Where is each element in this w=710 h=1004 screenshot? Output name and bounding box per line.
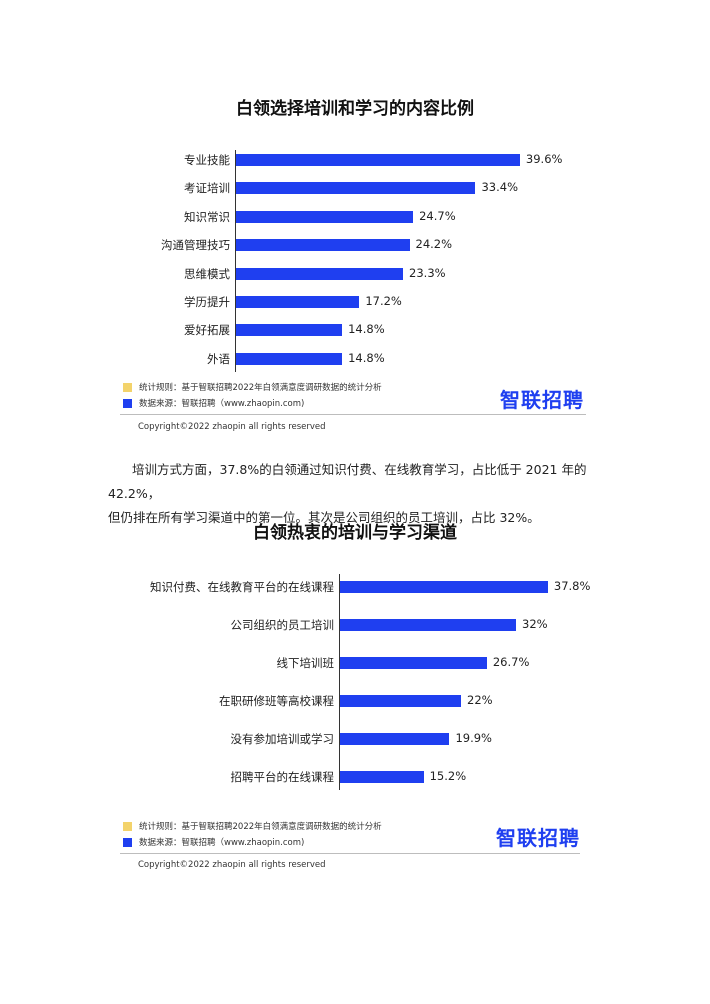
zhaopin-logo: 智联招聘 xyxy=(496,826,580,850)
bar xyxy=(236,352,343,365)
bar xyxy=(340,771,424,783)
bar-value-label: 39.6% xyxy=(525,152,563,166)
bar xyxy=(340,581,548,593)
legend-rule-swatch xyxy=(123,383,132,392)
chart2-footer-divider xyxy=(120,853,580,854)
bar-value-label: 14.8% xyxy=(348,322,385,337)
bar-category-label: 考证培训 xyxy=(184,181,230,196)
zhaopin-logo: 智联招聘 xyxy=(500,388,584,412)
bar-value-label: 22% xyxy=(467,693,493,707)
bar-value-label: 37.8% xyxy=(553,579,591,593)
bar xyxy=(236,210,414,223)
bar xyxy=(236,267,404,280)
bar-category-label: 知识付费、在线教育平台的在线课程 xyxy=(150,580,334,594)
bar-value-label: 26.7% xyxy=(492,655,530,669)
bar-category-label: 专业技能 xyxy=(184,153,230,167)
legend-source-swatch xyxy=(123,399,132,408)
bar xyxy=(340,733,450,745)
paragraph-line-2: 但仍排在所有学习渠道中的第一位。其次是公司组织的员工培训，占比 32%。 xyxy=(108,510,540,525)
bar xyxy=(340,657,487,669)
bar-category-label: 在职研修班等高校课程 xyxy=(219,694,334,708)
legend-rule-text: 统计规则：基于智联招聘2022年白领满意度调研数据的统计分析 xyxy=(139,822,382,832)
chart2-copyright: Copyright©2022 zhaopin all rights reserv… xyxy=(138,860,326,870)
bar-category-label: 没有参加培训或学习 xyxy=(230,732,335,746)
bar-category-label: 招聘平台的在线课程 xyxy=(230,770,335,784)
bar-value-label: 33.4% xyxy=(481,180,519,195)
chart1-footer-divider xyxy=(120,414,586,415)
bar-category-label: 爱好拓展 xyxy=(184,323,230,338)
chart2-axis xyxy=(339,574,340,790)
body-paragraph: 培训方式方面，37.8%的白领通过知识付费、在线教育学习，占比低于 2021 年… xyxy=(108,458,618,530)
legend-source-text: 数据来源：智联招聘（www.zhaopin.com) xyxy=(139,399,305,409)
legend-source-swatch xyxy=(123,838,132,847)
bar-category-label: 知识常识 xyxy=(184,209,230,224)
bar-category-label: 思维模式 xyxy=(184,266,230,281)
chart1-title: 白领选择培训和学习的内容比例 xyxy=(236,99,474,119)
legend-rule-text: 统计规则：基于智联招聘2022年白领满意度调研数据的统计分析 xyxy=(139,383,382,393)
bar xyxy=(340,619,516,631)
bar-value-label: 19.9% xyxy=(455,731,492,745)
bar-category-label: 公司组织的员工培训 xyxy=(230,618,335,632)
bar xyxy=(236,296,360,308)
bar-value-label: 15.2% xyxy=(429,769,467,783)
bar xyxy=(236,324,343,337)
bar xyxy=(340,695,461,707)
bar-value-label: 24.2% xyxy=(415,237,453,252)
bar-category-label: 线下培训班 xyxy=(276,656,335,670)
bar-category-label: 沟通管理技巧 xyxy=(161,238,230,253)
bar xyxy=(236,182,476,195)
bar-category-label: 外语 xyxy=(207,351,230,366)
bar-value-label: 32% xyxy=(522,617,548,631)
chart1-axis xyxy=(235,150,236,372)
legend-source-text: 数据来源：智联招聘（www.zhaopin.com) xyxy=(139,838,305,848)
bar-value-label: 23.3% xyxy=(409,265,446,280)
bar-value-label: 14.8% xyxy=(348,350,385,365)
chart1-copyright: Copyright©2022 zhaopin all rights reserv… xyxy=(138,422,326,432)
bar xyxy=(236,154,520,166)
bar xyxy=(236,239,410,252)
bar-value-label: 17.2% xyxy=(365,294,402,308)
legend-rule-swatch xyxy=(123,822,132,831)
paragraph-line-1: 培训方式方面，37.8%的白领通过知识付费、在线教育学习，占比低于 2021 年… xyxy=(108,462,587,501)
bar-category-label: 学历提升 xyxy=(184,295,230,309)
chart2-title: 白领热衷的培训与学习渠道 xyxy=(253,523,457,543)
bar-value-label: 24.7% xyxy=(419,208,456,223)
